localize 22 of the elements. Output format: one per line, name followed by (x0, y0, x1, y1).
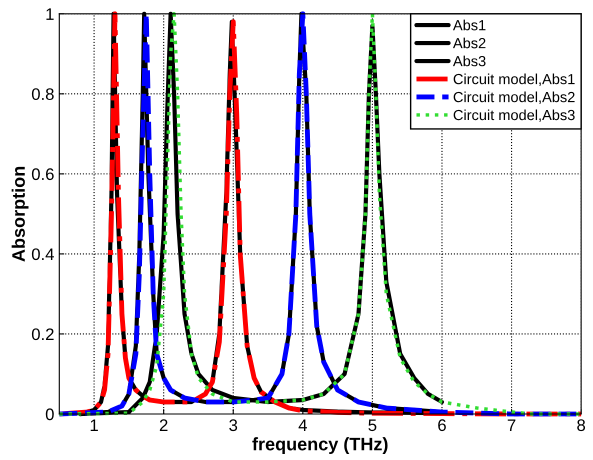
x-tick-label: 7 (508, 419, 516, 431)
x-tick-label: 2 (160, 419, 168, 431)
y-tick-label: 0 (46, 408, 54, 420)
x-tick-label: 1 (90, 419, 98, 431)
x-tick-label: 3 (229, 419, 238, 432)
y-tick-label: 0.8 (32, 88, 54, 100)
x-tick-label: 6 (438, 419, 446, 432)
x-axis-title: frequency (THz) (252, 437, 388, 454)
y-tick-label: 0.2 (32, 328, 54, 340)
y-tick-label: 1 (46, 8, 54, 20)
x-tick-label: 8 (577, 419, 586, 432)
legend-label: Abs2 (452, 38, 486, 48)
x-tick-label: 5 (368, 419, 376, 432)
legend-label: Abs1 (452, 20, 486, 30)
legend-label: Circuit model,Abs2 (454, 92, 575, 104)
y-tick-label: 0.6 (32, 168, 54, 180)
y-tick-label: 0.4 (32, 248, 54, 260)
legend-label: Circuit model,Abs1 (454, 74, 575, 86)
legend-label: Abs3 (452, 56, 486, 66)
y-axis-title: Absorption (12, 166, 28, 262)
legend-label: Circuit model,Abs3 (454, 109, 575, 122)
x-tick-label: 4 (298, 419, 307, 431)
